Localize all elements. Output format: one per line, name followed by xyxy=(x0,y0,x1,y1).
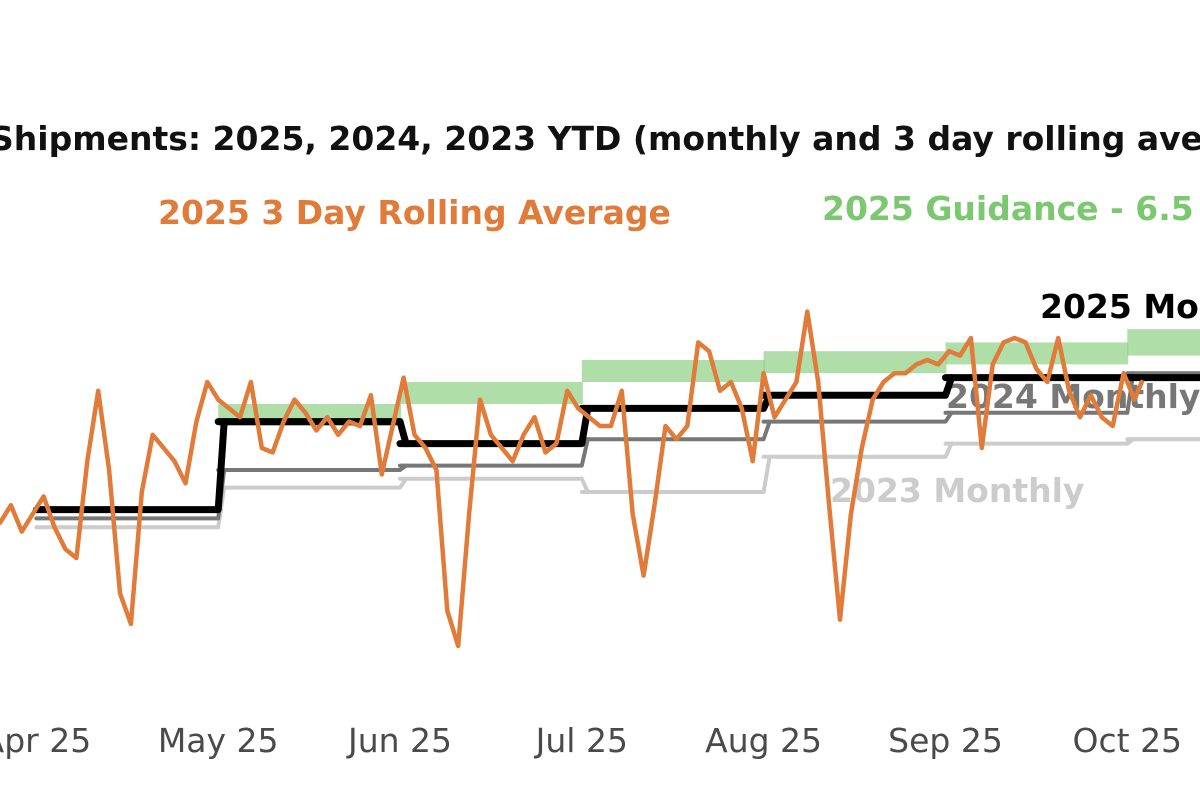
x-tick-label: Oct 25 xyxy=(1073,721,1183,760)
rolling-average-label: 2025 3 Day Rolling Average xyxy=(158,193,671,232)
monthly-2023-step-aug-25 xyxy=(761,441,954,459)
monthly-2023-step-jun-25 xyxy=(398,476,590,494)
monthly-2023-step-may-25 xyxy=(216,476,408,490)
monthly-2024-step-aug-25 xyxy=(761,410,954,424)
x-tick-label: Sep 25 xyxy=(888,721,1003,760)
rolling-average-series xyxy=(0,309,1145,649)
x-tick-label: Aug 25 xyxy=(705,721,822,760)
monthly-2023-line xyxy=(34,437,1200,530)
monthly-2025-label: 2025 Monthly xyxy=(1040,287,1200,326)
guidance-band-jul-25 xyxy=(581,360,765,382)
monthly-2023-step-jul-25 xyxy=(579,454,772,494)
x-tick-label: Apr 25 xyxy=(0,721,91,760)
monthly-2024-step-jun-25 xyxy=(398,437,590,468)
monthly-2023-label: 2023 Monthly xyxy=(830,471,1084,510)
guidance-band-sep-25 xyxy=(945,342,1129,365)
x-tick-label: Jul 25 xyxy=(534,721,628,760)
monthly-2025-step-may-25 xyxy=(214,418,410,448)
monthly-2023-step-sep-25 xyxy=(943,437,1136,446)
guidance-band-oct-25 xyxy=(1127,329,1200,356)
x-tick-label: Jun 25 xyxy=(346,721,452,760)
monthly-2025-step-jun-25 xyxy=(396,404,592,448)
x-axis-ticks: Apr 25 May 25 Jun 25 Jul 25 Aug 25 Sep 25 Oct … xyxy=(0,721,1183,760)
x-tick-label: May 25 xyxy=(158,721,279,760)
monthly-2025-step-jul-25 xyxy=(578,391,774,412)
chart-title: Shipments: 2025, 2024, 2023 YTD (monthly… xyxy=(0,119,1200,158)
rolling-average-line xyxy=(0,309,1145,649)
monthly-2024-step-may-25 xyxy=(216,463,408,472)
monthly-2025-step-apr-25 xyxy=(32,418,228,514)
guidance-band-jun-25 xyxy=(400,382,583,404)
monthly-2024-step-jul-25 xyxy=(579,419,772,442)
monthly-2025-step-aug-25 xyxy=(760,374,955,399)
guidance-label: 2025 Guidance - 6.5 xyxy=(822,189,1194,228)
guidance-band-aug-25 xyxy=(763,351,947,374)
